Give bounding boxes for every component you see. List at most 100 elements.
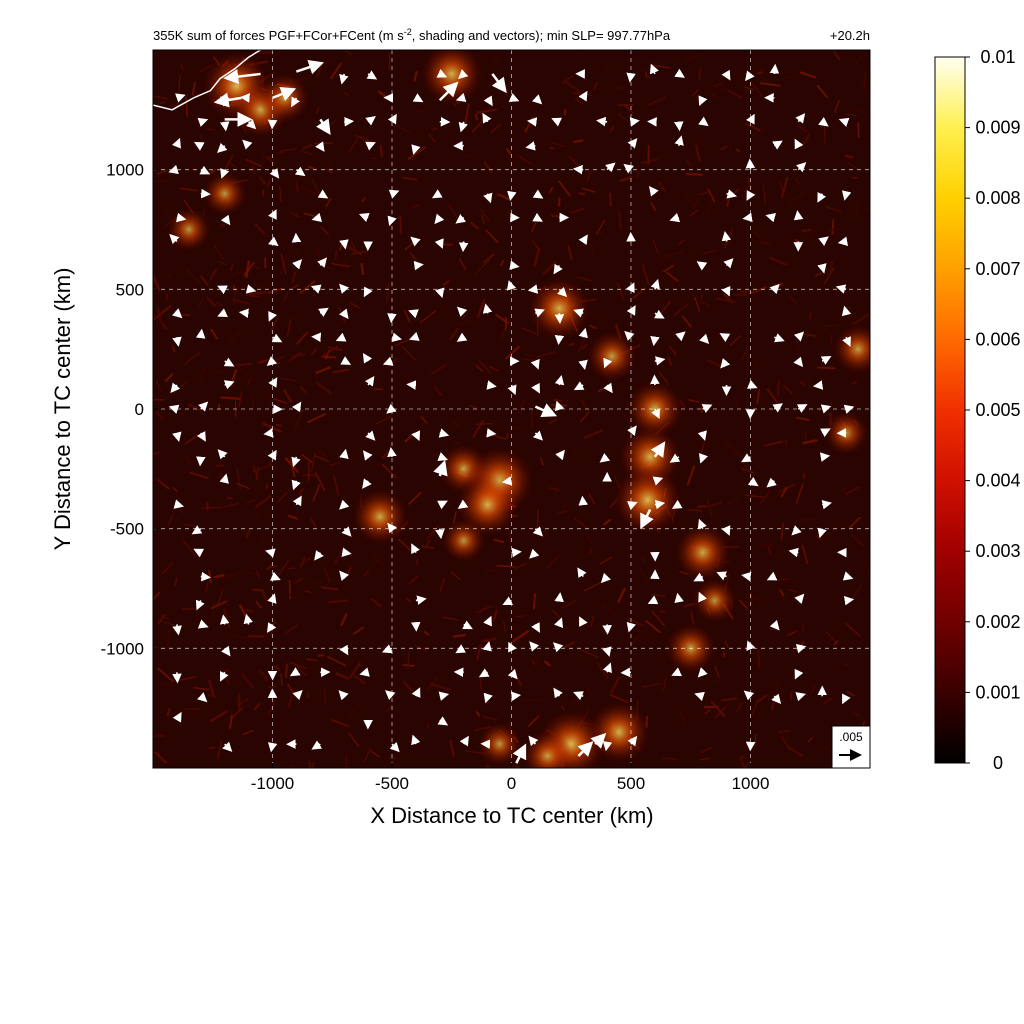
texture-streak	[252, 588, 264, 592]
chart-title-superscript: -2	[404, 27, 412, 37]
texture-streak	[283, 292, 289, 302]
texture-streak	[320, 226, 329, 235]
force-vector-small	[338, 308, 349, 320]
heatmap-hotspot	[522, 731, 573, 768]
force-vector-small	[362, 478, 372, 489]
texture-streak	[286, 318, 292, 336]
texture-streak	[561, 705, 565, 711]
texture-streak	[161, 683, 176, 688]
force-vector-small	[359, 667, 370, 677]
texture-streak	[535, 351, 556, 359]
texture-streak	[458, 258, 467, 271]
texture-streak	[266, 483, 268, 490]
force-vector-small	[437, 716, 449, 726]
force-vector-small	[340, 356, 352, 365]
texture-streak	[797, 124, 807, 133]
texture-streak	[789, 296, 797, 304]
texture-streak	[830, 525, 842, 535]
texture-streak	[668, 345, 677, 356]
force-vector-small	[217, 308, 228, 318]
x-tick-label: 500	[617, 774, 645, 793]
texture-streak	[565, 81, 581, 93]
force-vector-small	[599, 452, 611, 463]
texture-streak	[816, 84, 828, 98]
texture-streak	[335, 672, 349, 680]
coastline-path	[153, 50, 261, 111]
force-vector-small	[674, 68, 685, 78]
texture-streak	[767, 546, 772, 555]
texture-streak	[810, 684, 816, 695]
texture-streak	[426, 525, 440, 539]
texture-streak	[608, 126, 615, 134]
texture-streak	[595, 315, 606, 319]
texture-streak	[781, 736, 791, 750]
force-vector	[577, 741, 594, 758]
texture-streak	[245, 528, 251, 538]
texture-streak	[631, 632, 643, 644]
texture-streak	[153, 451, 160, 456]
force-vector-small	[675, 331, 686, 342]
texture-streak	[310, 452, 316, 472]
force-vector-small	[511, 547, 522, 558]
force-vector-small	[573, 691, 584, 701]
texture-streak	[401, 176, 418, 181]
texture-streak	[301, 454, 313, 463]
texture-streak	[750, 698, 760, 719]
y-axis-label: Y Distance to TC center (km)	[50, 268, 75, 551]
texture-streak	[255, 570, 261, 580]
texture-streak	[299, 280, 316, 294]
texture-streak	[552, 142, 566, 148]
heatmap-hotspot	[166, 207, 211, 252]
texture-streak	[405, 597, 412, 603]
heatmap-hotspot	[586, 331, 637, 382]
force-vector-small	[720, 358, 731, 369]
texture-streak	[651, 593, 666, 597]
texture-streak	[226, 496, 234, 500]
texture-streak	[280, 673, 283, 687]
texture-streak	[745, 188, 748, 198]
force-vector-small	[674, 121, 684, 132]
texture-streak	[721, 85, 725, 92]
texture-streak	[547, 487, 560, 491]
force-vector-small	[459, 735, 469, 747]
texture-streak	[724, 640, 729, 648]
force-vector-small	[654, 309, 665, 319]
texture-streak	[744, 494, 765, 498]
colorbar-tick-label: 0.006	[975, 329, 1020, 349]
texture-streak	[663, 264, 675, 273]
texture-streak	[505, 345, 520, 360]
texture-streak	[779, 578, 791, 581]
texture-streak	[304, 590, 312, 594]
force-vector-small	[339, 448, 349, 460]
texture-streak	[558, 180, 571, 197]
texture-streak	[760, 240, 771, 246]
texture-streak	[539, 456, 544, 466]
force-vector-small	[627, 425, 637, 436]
force-vector-small	[554, 592, 564, 603]
texture-streak	[686, 465, 696, 486]
texture-streak	[157, 169, 168, 175]
force-vector-small	[627, 501, 638, 511]
texture-streak	[372, 556, 385, 567]
texture-streak	[308, 760, 311, 768]
force-vector-small	[311, 212, 323, 223]
texture-streak	[787, 630, 797, 637]
texture-streak	[287, 514, 298, 520]
force-vector-small	[721, 525, 731, 536]
force-vector-small	[774, 333, 785, 343]
texture-streak	[452, 633, 466, 638]
force-vector-small	[527, 117, 538, 127]
texture-streak	[343, 92, 349, 97]
texture-streak	[493, 538, 505, 544]
force-vector-small	[317, 189, 329, 199]
texture-streak	[223, 502, 239, 508]
force-vector-small	[796, 162, 807, 173]
texture-streak	[193, 686, 210, 691]
texture-streak	[236, 282, 248, 294]
texture-streak	[644, 71, 648, 79]
texture-streak	[429, 682, 451, 691]
force-vector-small	[483, 692, 493, 704]
texture-streak	[415, 558, 419, 567]
texture-streak	[632, 287, 646, 299]
force-vector-small	[746, 379, 758, 389]
